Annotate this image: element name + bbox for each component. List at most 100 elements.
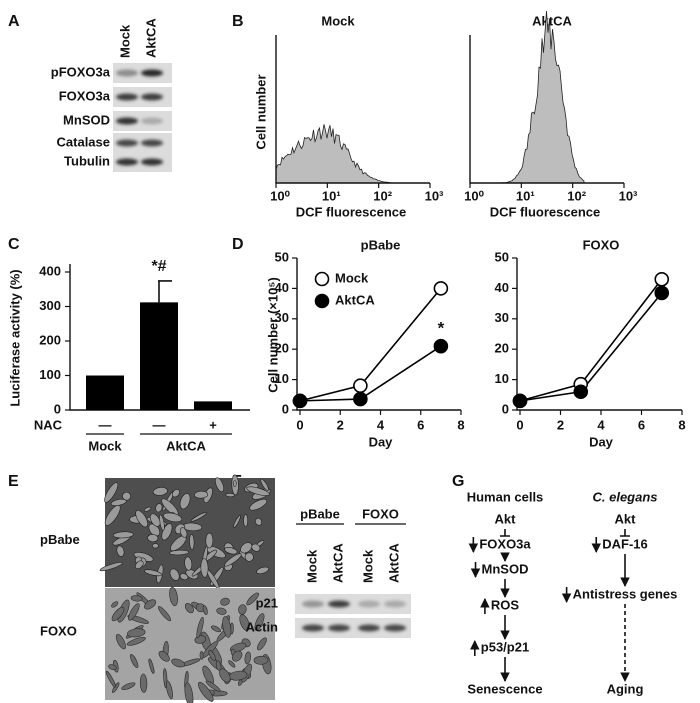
- cell: [194, 490, 209, 499]
- cell: [190, 512, 207, 522]
- cell: [180, 527, 188, 538]
- x-tick-label: 4: [597, 417, 605, 432]
- cell: [255, 517, 263, 526]
- cell: [111, 601, 119, 608]
- x-tick-label: 0: [296, 417, 303, 432]
- cell: [149, 513, 161, 527]
- cell: [238, 604, 247, 615]
- cell: [184, 556, 193, 571]
- cell: [216, 607, 227, 615]
- cell: [231, 650, 243, 662]
- node-label: DAF-16: [602, 536, 648, 551]
- node-label: ROS: [491, 597, 520, 612]
- x-tick-label: 10¹: [516, 188, 535, 203]
- cell: [108, 664, 117, 671]
- cell: [112, 531, 134, 539]
- cell: [151, 543, 159, 549]
- lane-label: AktCA: [386, 543, 401, 583]
- y-tick-label: 0: [54, 401, 61, 416]
- x-tick-label: 10¹: [322, 188, 341, 203]
- histogram: [275, 124, 391, 184]
- chart-title: FOXO: [583, 237, 620, 252]
- cell: [256, 566, 270, 575]
- legend-marker: [314, 271, 330, 287]
- data-point: [512, 393, 528, 409]
- x-tick-label: 8: [457, 417, 464, 432]
- inhibition: [620, 529, 630, 537]
- blot-band: [384, 624, 406, 632]
- blot-band: [141, 117, 163, 125]
- y-tick-label: 50: [275, 249, 289, 264]
- plot-title: AktCA: [532, 13, 572, 28]
- cell: [127, 628, 146, 638]
- blot-band: [358, 624, 380, 632]
- cell: [147, 534, 159, 543]
- panel-letter: B: [232, 13, 244, 30]
- x-tick-label: 10⁰: [270, 188, 290, 203]
- blot-band: [328, 600, 350, 608]
- node-label: Akt: [495, 511, 517, 526]
- cell: [99, 562, 123, 572]
- blot-band: [384, 600, 406, 608]
- blot-band: [358, 600, 380, 608]
- cell: [257, 637, 267, 651]
- annotation: *: [438, 319, 445, 338]
- inhibition: [500, 529, 510, 537]
- cell: [219, 668, 231, 683]
- y-tick-label: 40: [495, 280, 509, 295]
- cell: [128, 603, 140, 621]
- cell: [198, 681, 214, 702]
- row-label: Actin: [246, 619, 279, 634]
- lane-label: AktCA: [143, 18, 158, 58]
- y-tick-label: 10: [275, 371, 289, 386]
- cell: [171, 489, 180, 498]
- cell: [224, 547, 238, 555]
- data-point: [573, 384, 589, 400]
- data-point: [654, 271, 670, 287]
- node-label: Akt: [615, 511, 637, 526]
- cell: [115, 633, 126, 650]
- cell: [244, 552, 254, 562]
- cell: [165, 680, 173, 700]
- x-axis-label: DCF fluorescence: [490, 204, 601, 219]
- cell: [121, 682, 136, 691]
- cell: [239, 614, 250, 631]
- cell: [228, 660, 236, 668]
- x-tick-label: 10²: [373, 188, 392, 203]
- y-tick-label: 400: [39, 263, 61, 278]
- panel-letter: E: [8, 473, 19, 490]
- group-label: pBabe: [300, 506, 340, 521]
- plot-title: Mock: [321, 13, 355, 28]
- cell: [200, 558, 209, 578]
- node-label: Aging: [607, 681, 644, 696]
- cell: [253, 655, 269, 665]
- y-axis-label: Luciferase activity (%): [7, 269, 22, 406]
- cell: [210, 625, 222, 633]
- blot-band: [141, 158, 163, 166]
- x-tick-label: 6: [638, 417, 645, 432]
- y-tick-label: 30: [275, 310, 289, 325]
- cell: [139, 673, 148, 693]
- lane-label: Mock: [304, 549, 319, 583]
- node-label: p53/p21: [481, 639, 529, 654]
- cell: [144, 569, 162, 577]
- cell: [246, 486, 270, 496]
- y-tick-label: 300: [39, 298, 61, 313]
- cell: [249, 498, 268, 511]
- cell: [135, 510, 148, 528]
- cell: [105, 670, 116, 688]
- cell: [111, 606, 125, 622]
- cell: [215, 477, 225, 493]
- cell: [169, 549, 190, 556]
- bar: [140, 302, 178, 410]
- category-axis-label: NAC: [34, 417, 63, 432]
- cell: [251, 543, 261, 552]
- cell: [148, 523, 161, 537]
- cell: [205, 680, 221, 692]
- cell: [189, 533, 195, 550]
- cell: [233, 515, 241, 529]
- cell: [158, 606, 172, 622]
- cell: [199, 651, 204, 660]
- cell: [135, 560, 144, 569]
